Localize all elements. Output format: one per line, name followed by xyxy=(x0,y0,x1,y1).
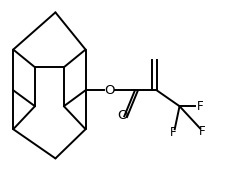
Text: F: F xyxy=(197,100,203,113)
Text: F: F xyxy=(199,125,206,138)
Text: F: F xyxy=(170,126,177,139)
Text: O: O xyxy=(104,84,115,97)
Text: O: O xyxy=(118,109,128,122)
